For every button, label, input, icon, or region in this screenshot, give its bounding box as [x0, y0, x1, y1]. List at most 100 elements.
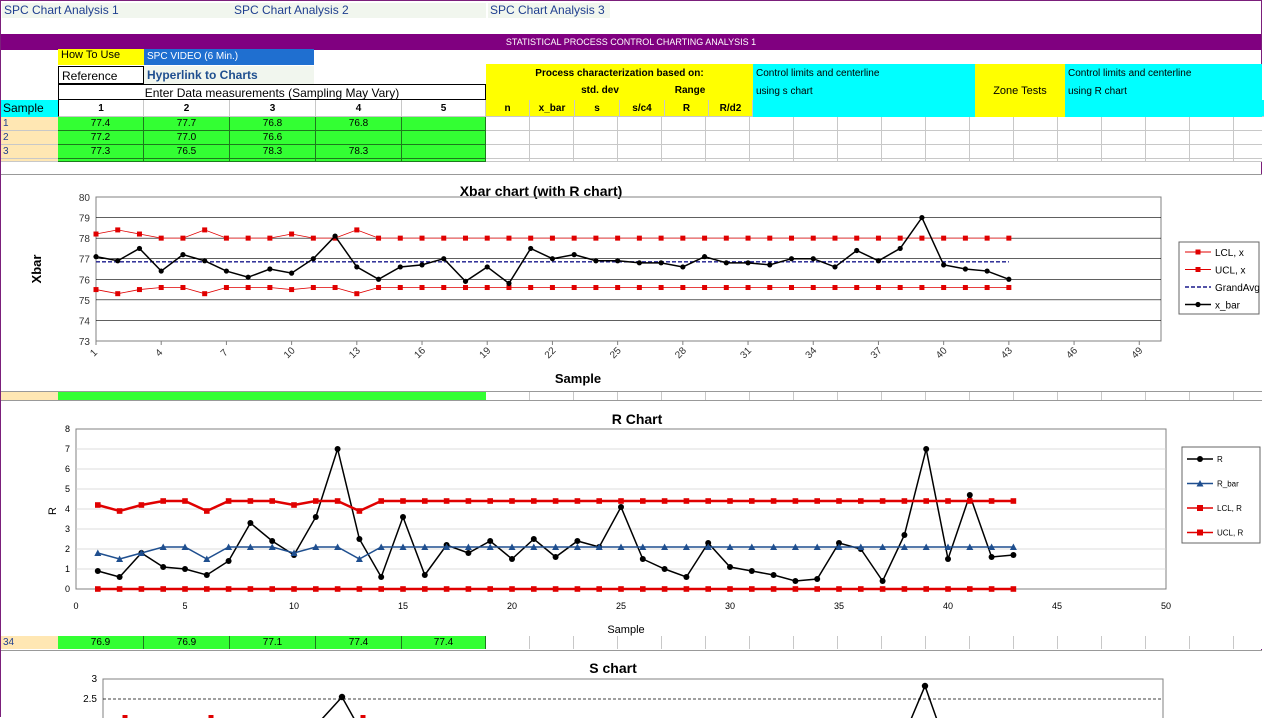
rlimit-point: [313, 586, 319, 592]
xbar-xlabel: Sample: [555, 371, 601, 386]
measurement-cell[interactable]: 77.2: [58, 131, 144, 145]
rlimit-point: [858, 498, 864, 504]
r-ytick: 4: [65, 504, 70, 514]
r-series-2: [95, 586, 1017, 592]
spc-video-link[interactable]: SPC VIDEO (6 Min.): [144, 49, 314, 65]
control-r-title: Control limits and centerline: [1068, 68, 1192, 79]
rlimit-point: [836, 586, 842, 592]
measurement-cell[interactable]: 76.1: [316, 159, 402, 162]
xbar-xtick: 7: [219, 347, 231, 359]
r-point: [748, 568, 755, 574]
measurement-cell[interactable]: 77.0: [144, 131, 230, 145]
rbar-point: [530, 543, 538, 550]
rbar-point: [94, 549, 102, 556]
measurement-cell[interactable]: 76.9: [58, 159, 144, 162]
rbar-point: [639, 543, 647, 550]
xbar-point: [919, 214, 925, 221]
rbar-point: [399, 543, 407, 550]
rlimit-point: [1010, 586, 1017, 592]
how-to-use-button[interactable]: How To Use: [58, 49, 144, 65]
r-chart-panel: R Chart R Sample 0 1 2 3 4 5 6 7 8 0 5 10 15 20 25 30 35 40 4…: [1, 400, 1262, 638]
xbar-point: [701, 254, 708, 260]
measurement-cell[interactable]: 77.7: [144, 117, 230, 131]
r-point: [116, 574, 123, 580]
r-ytick: 6: [65, 464, 70, 474]
hyperlink-to-charts[interactable]: Hyperlink to Charts: [144, 66, 314, 84]
measurement-cell[interactable]: 76.9: [58, 636, 144, 649]
r-xtick: 40: [943, 601, 953, 611]
limit-point: [962, 285, 968, 291]
r-point: [182, 566, 188, 572]
measurement-cell[interactable]: [402, 117, 486, 131]
measurement-cell[interactable]: [402, 131, 486, 145]
rlimit-point: [988, 586, 995, 592]
s-ytick: 2.5: [83, 694, 97, 705]
measurement-cell[interactable]: 77.2: [144, 159, 230, 162]
rbar-point: [443, 543, 451, 550]
measurement-cell[interactable]: 77.4: [58, 117, 144, 131]
rbar-point: [726, 543, 734, 550]
measurement-cell[interactable]: [316, 131, 402, 145]
tab-spc-1[interactable]: SPC Chart Analysis 1: [2, 3, 232, 18]
limit-point: [767, 235, 773, 241]
measurement-cell[interactable]: 77.3: [58, 145, 144, 159]
limit-point: [897, 235, 903, 241]
limit-point: [875, 285, 881, 291]
limit-point: [484, 285, 490, 291]
xbar-point: [636, 260, 642, 266]
r-title: R Chart: [612, 411, 663, 427]
rlimit-point: [552, 586, 559, 592]
meas-header-3: 3: [230, 100, 316, 117]
r-ytick: 0: [65, 584, 70, 594]
rlimit-point: [836, 498, 842, 504]
measurement-cell[interactable]: 76.8: [316, 117, 402, 131]
s-point: [921, 682, 929, 690]
measurement-cell[interactable]: 76.8: [230, 117, 316, 131]
rbar-point: [377, 543, 385, 550]
xbar-legend: LCL, x UCL, x GrandAvg x_bar: [1178, 241, 1260, 315]
rlimit-point: [400, 586, 406, 592]
tab-spc-2[interactable]: SPC Chart Analysis 2: [232, 3, 486, 18]
limit-point: [136, 287, 142, 293]
measurement-cell[interactable]: 76.5: [144, 145, 230, 159]
tab-spc-3[interactable]: SPC Chart Analysis 3: [488, 3, 610, 18]
xbar-point: [1006, 276, 1012, 282]
row-sample-2: 2: [1, 131, 58, 145]
measurement-cell[interactable]: 77.1: [230, 636, 316, 649]
row-stats: [486, 131, 1262, 145]
measurement-cell[interactable]: 76.1: [230, 159, 316, 162]
rlimit-point: [814, 586, 820, 592]
measurement-cell[interactable]: 76.9: [144, 636, 230, 649]
limit-point: [941, 235, 947, 241]
limit-point: [854, 285, 860, 291]
rlimit-point: [269, 498, 275, 504]
limit-point: [1006, 235, 1012, 241]
s-title: S chart: [589, 660, 637, 676]
xbar-xtick: 19: [478, 345, 494, 361]
measurement-cell[interactable]: 78.3: [230, 145, 316, 159]
r-point: [770, 572, 777, 578]
limit-point: [180, 285, 186, 291]
measurement-cell[interactable]: 78.3: [316, 145, 402, 159]
rlimit-point: [749, 498, 755, 504]
measurement-cell[interactable]: 76.1: [402, 159, 486, 162]
measurement-cell[interactable]: 77.4: [402, 636, 486, 649]
limit-point: [832, 285, 838, 291]
measurement-cell[interactable]: [402, 145, 486, 159]
limit-point: [115, 227, 121, 233]
row-sample-4: 4: [1, 159, 58, 162]
limit-point: [267, 285, 273, 291]
xbar-xtick: 22: [543, 345, 559, 361]
measurement-cell[interactable]: 77.4: [316, 636, 402, 649]
r-xtick: 5: [182, 601, 187, 611]
xbar-point: [767, 262, 773, 268]
limit-point: [702, 235, 708, 241]
xbar-point: [810, 256, 816, 262]
r-xtick: 35: [834, 601, 844, 611]
limit-point: [941, 285, 947, 291]
limit-point: [223, 235, 229, 241]
r-point: [269, 538, 276, 544]
measurement-cell[interactable]: 76.6: [230, 131, 316, 145]
rlimit-point: [618, 586, 624, 592]
